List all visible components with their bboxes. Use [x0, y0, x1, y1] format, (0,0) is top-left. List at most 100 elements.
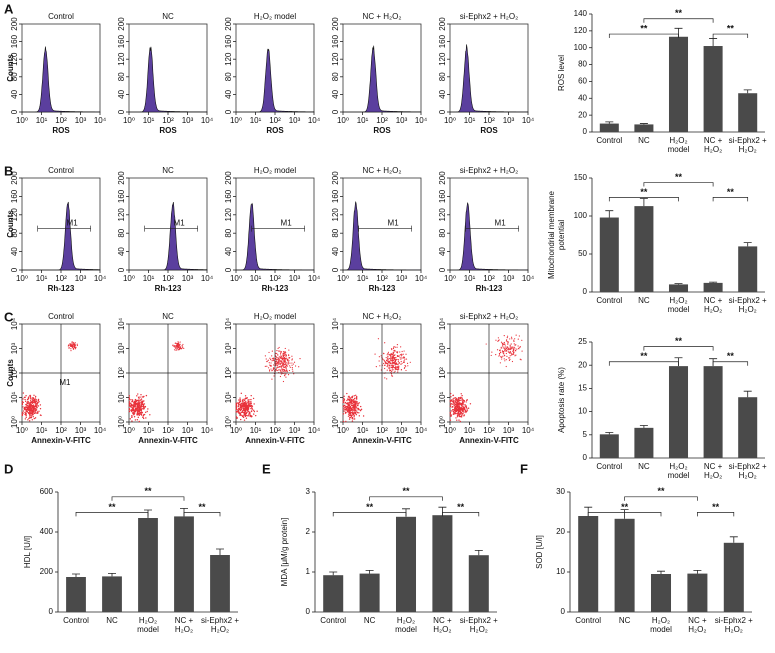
bar	[395, 516, 417, 612]
event-dot	[386, 354, 388, 356]
event-dot	[135, 399, 137, 401]
event-dot	[273, 364, 275, 366]
x-tick-label: 10⁰	[230, 274, 242, 283]
event-dot	[345, 407, 348, 410]
plot-title: NC + H₂O₂	[363, 166, 402, 175]
x-tick-label: NC +	[704, 136, 723, 145]
error-bar	[474, 550, 483, 556]
event-dot	[27, 396, 30, 398]
event-dot	[398, 365, 400, 367]
event-dot	[140, 411, 143, 414]
y-tick-label: 1	[306, 567, 311, 576]
event-dot	[466, 399, 468, 401]
event-dot	[277, 366, 279, 368]
y-tick-label: 10⁰	[331, 416, 340, 428]
event-dot	[21, 403, 24, 406]
y-tick-label: 120	[438, 208, 447, 222]
event-dot	[517, 338, 519, 340]
event-dot	[357, 408, 359, 411]
event-dot	[401, 362, 403, 364]
significance-label: **	[675, 336, 683, 346]
y-tick-label: 160	[438, 34, 447, 48]
y-tick-label: 160	[117, 189, 126, 203]
event-dot	[247, 401, 250, 403]
event-dot	[496, 349, 499, 351]
event-dot	[288, 369, 291, 372]
event-dot	[69, 343, 71, 345]
event-dot	[395, 368, 397, 370]
significance-bracket	[643, 182, 714, 187]
event-dot	[138, 420, 140, 423]
event-dot	[509, 355, 511, 357]
x-tick-label: 10⁴	[308, 426, 321, 435]
y-tick-label: 20	[578, 360, 587, 369]
event-dot	[461, 401, 464, 404]
event-dot	[144, 406, 146, 408]
event-dot	[279, 363, 281, 366]
y-axis-label: SOD [U/l]	[535, 535, 544, 569]
event-dot	[462, 406, 464, 408]
histogram-curve	[343, 45, 422, 113]
event-dot	[454, 412, 457, 415]
bar	[210, 555, 230, 612]
y-tick-label: 40	[117, 89, 126, 98]
event-dot	[350, 401, 352, 404]
event-dot	[180, 346, 182, 348]
event-dot	[298, 366, 300, 368]
event-dot	[514, 338, 516, 340]
event-dot	[71, 341, 73, 343]
event-dot	[243, 399, 246, 402]
event-dot	[498, 355, 500, 357]
x-tick-label: model	[395, 625, 417, 634]
event-dot	[128, 409, 131, 411]
event-dot	[499, 349, 501, 351]
y-tick-label: 10³	[224, 342, 233, 354]
significance-bracket	[608, 361, 679, 366]
event-dot	[236, 411, 239, 413]
event-dot	[131, 415, 133, 417]
error-bar	[639, 425, 648, 428]
event-dot	[131, 409, 133, 411]
event-dot	[507, 357, 510, 359]
x-tick-label: 10²	[162, 274, 174, 283]
x-tick-label: H₂O₂	[739, 145, 757, 154]
event-dot	[276, 358, 278, 360]
event-dot	[178, 348, 180, 351]
event-dot	[275, 361, 277, 363]
event-dot	[512, 346, 514, 348]
event-dot	[76, 343, 78, 345]
event-dot	[283, 366, 285, 368]
event-dot	[397, 371, 399, 373]
x-tick-label: 10²	[162, 426, 174, 435]
event-dot	[399, 354, 402, 356]
y-tick-label: 10²	[224, 367, 233, 379]
event-dot	[241, 411, 243, 414]
event-dot	[280, 370, 282, 373]
event-dot	[283, 369, 286, 371]
bar	[599, 217, 619, 292]
event-dot	[449, 413, 452, 415]
event-dot	[511, 346, 513, 348]
event-dot	[283, 356, 286, 359]
event-dot	[177, 345, 179, 348]
x-tick-label: NC +	[433, 616, 452, 625]
significance-bracket	[75, 512, 149, 517]
event-dot	[352, 399, 355, 401]
event-dot	[251, 408, 254, 410]
y-tick-label: 80	[331, 228, 340, 237]
event-dot	[136, 403, 139, 406]
event-dot	[137, 400, 140, 402]
event-dot	[391, 356, 394, 358]
y-axis-label: potential	[557, 220, 566, 250]
event-dot	[133, 412, 136, 414]
event-dot	[31, 419, 34, 421]
event-dot	[70, 350, 72, 352]
event-dot	[287, 359, 289, 362]
x-tick-label: 10⁴	[94, 116, 107, 125]
event-dot	[395, 351, 398, 353]
event-dot	[510, 343, 512, 345]
event-dot	[140, 407, 142, 409]
x-tick-label: NC +	[704, 296, 723, 305]
y-tick-label: 80	[117, 228, 126, 237]
bar	[650, 574, 672, 612]
